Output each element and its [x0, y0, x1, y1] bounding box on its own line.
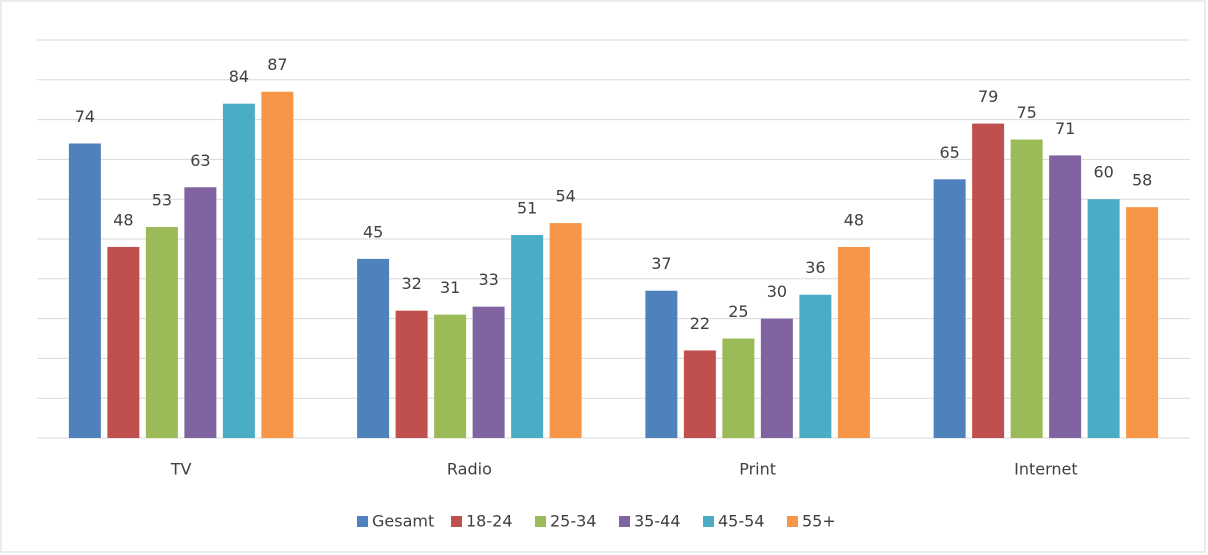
data-label: 48: [844, 210, 864, 229]
data-label: 30: [767, 282, 787, 301]
data-label: 36: [805, 258, 825, 277]
bar: [760, 318, 793, 438]
bar: [184, 187, 217, 438]
data-label: 45: [363, 222, 383, 241]
bar: [933, 179, 966, 439]
data-label: 33: [478, 270, 498, 289]
data-label: 51: [517, 199, 537, 218]
legend-label: 25-34: [550, 512, 597, 531]
data-label: 32: [401, 274, 421, 293]
bar: [357, 258, 390, 438]
bar: [395, 310, 428, 438]
bar: [1049, 155, 1082, 439]
data-label: 65: [939, 143, 959, 162]
legend-swatch: [619, 516, 630, 527]
legend-swatch: [703, 516, 714, 527]
data-label: 71: [1055, 119, 1075, 138]
bar: [549, 223, 582, 438]
bar: [511, 235, 544, 438]
data-label: 74: [75, 107, 95, 126]
x-tick-label: Print: [739, 460, 776, 479]
data-label: 63: [190, 151, 210, 170]
data-label: 79: [978, 87, 998, 106]
legend-label: 35-44: [634, 512, 681, 531]
bar: [1126, 207, 1159, 438]
data-label: 87: [267, 55, 287, 74]
data-label: 31: [440, 278, 460, 297]
legend-swatch: [787, 516, 798, 527]
bar: [68, 143, 101, 439]
data-label: 22: [690, 314, 710, 333]
legend-label: 18-24: [466, 512, 513, 531]
bar: [799, 294, 832, 438]
x-tick-label: Internet: [1014, 460, 1078, 479]
x-tick-label: Radio: [447, 460, 492, 479]
bar: [722, 338, 755, 438]
data-label: 60: [1093, 163, 1113, 182]
legend-swatch: [535, 516, 546, 527]
legend-swatch: [357, 516, 368, 527]
data-label: 58: [1132, 171, 1152, 190]
data-label: 25: [728, 302, 748, 321]
data-label: 48: [113, 210, 133, 229]
bar: [837, 246, 870, 438]
legend-label: 55+: [802, 512, 836, 531]
legend-swatch: [451, 516, 462, 527]
bar: [1010, 139, 1043, 438]
data-label: 75: [1016, 103, 1036, 122]
bar: [1087, 199, 1120, 438]
bar: [683, 350, 716, 438]
data-label: 53: [152, 191, 172, 210]
bar: [434, 314, 467, 438]
bar: [261, 91, 294, 439]
bar: [972, 123, 1005, 438]
data-label: 54: [555, 187, 575, 206]
legend-label: 45-54: [718, 512, 765, 531]
bar: [472, 306, 505, 438]
bar: [107, 246, 140, 438]
data-label: 37: [651, 254, 671, 273]
bar: [645, 290, 678, 438]
data-label: 84: [229, 67, 249, 86]
x-tick-label: TV: [170, 460, 192, 479]
legend-label: Gesamt: [372, 512, 434, 531]
bar: [145, 227, 178, 438]
bar: [222, 103, 255, 439]
